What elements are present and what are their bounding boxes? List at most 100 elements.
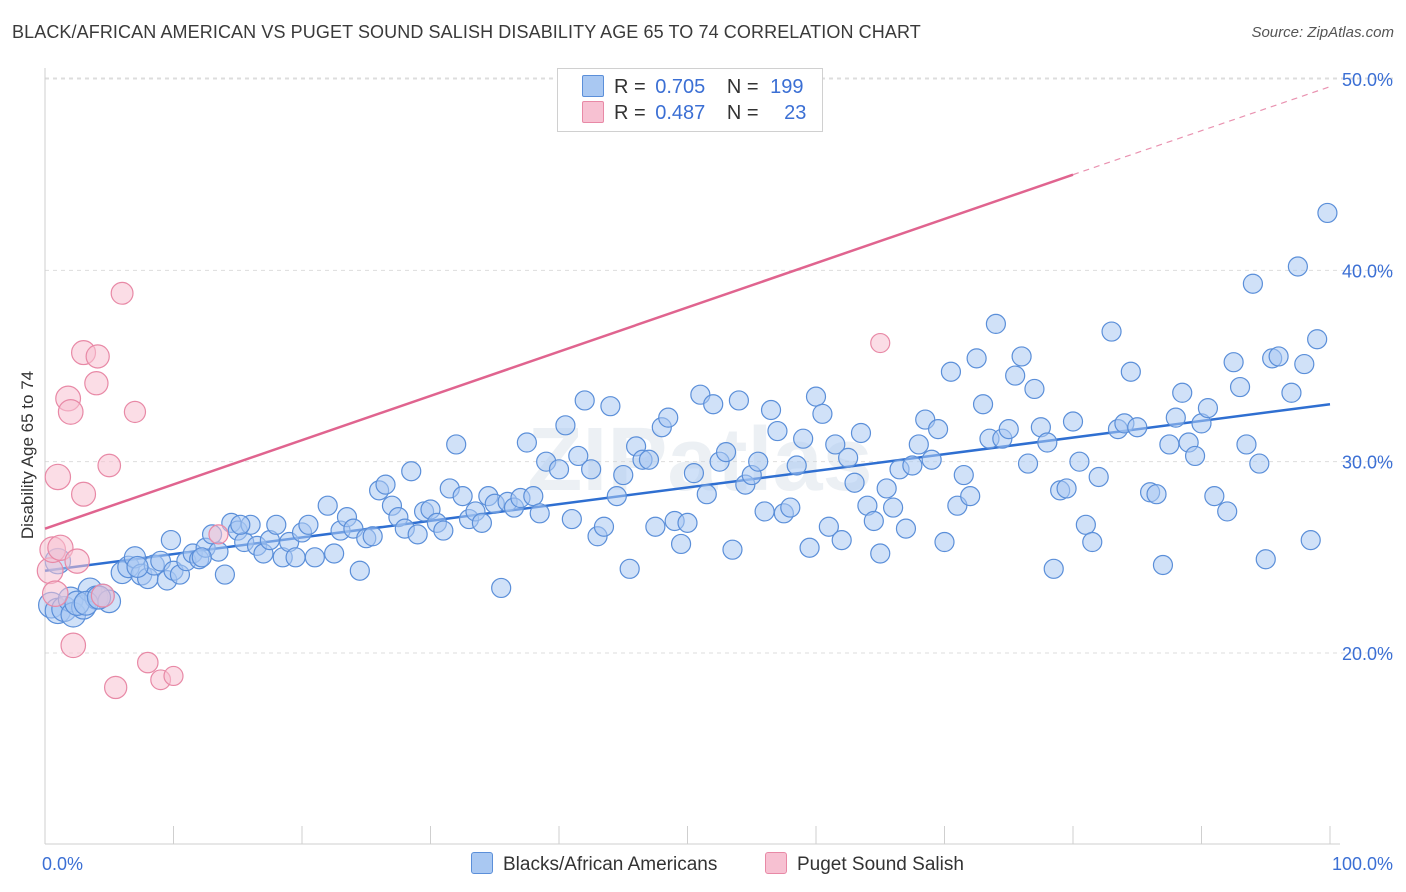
y-tick-label: 50.0% bbox=[1342, 70, 1393, 90]
point-blacks bbox=[529, 503, 550, 524]
n-value: 199 bbox=[770, 76, 804, 98]
point-blacks bbox=[825, 434, 846, 455]
point-blacks bbox=[1281, 382, 1302, 403]
point-blacks bbox=[850, 422, 872, 444]
pink-swatch bbox=[582, 101, 604, 123]
point-blacks bbox=[645, 516, 666, 537]
axes bbox=[44, 68, 1340, 845]
point-blacks bbox=[1307, 329, 1328, 350]
point-blacks bbox=[715, 442, 737, 463]
point-blacks bbox=[1024, 378, 1045, 400]
point-blacks bbox=[805, 386, 827, 407]
point-blacks bbox=[921, 449, 942, 470]
point-blacks bbox=[793, 428, 814, 449]
legend-item-salish[interactable]: Puget Sound Salish bbox=[765, 852, 964, 876]
point-blacks bbox=[818, 516, 839, 537]
series-blacks-points bbox=[37, 202, 1338, 628]
point-blacks bbox=[1165, 407, 1186, 428]
point-blacks bbox=[960, 486, 981, 507]
point-salish bbox=[97, 453, 122, 478]
point-blacks bbox=[1294, 353, 1315, 375]
point-blacks bbox=[1255, 549, 1276, 570]
point-salish bbox=[64, 548, 90, 574]
point-blacks bbox=[446, 434, 467, 455]
point-blacks bbox=[677, 512, 698, 533]
point-blacks bbox=[491, 577, 512, 599]
point-blacks bbox=[1082, 531, 1103, 553]
point-blacks bbox=[934, 531, 955, 553]
point-salish bbox=[84, 371, 109, 396]
legend-item-blacks[interactable]: Blacks/African Americans bbox=[471, 852, 717, 876]
point-blacks bbox=[1146, 484, 1167, 505]
point-blacks bbox=[1159, 434, 1180, 455]
point-blacks bbox=[670, 533, 692, 555]
point-blacks bbox=[1037, 432, 1058, 453]
point-blacks bbox=[593, 516, 615, 537]
n-label: N = bbox=[726, 76, 759, 98]
point-blacks bbox=[298, 514, 319, 535]
point-salish bbox=[90, 583, 115, 608]
gridlines bbox=[45, 77, 1395, 654]
point-blacks bbox=[1204, 486, 1225, 507]
point-blacks bbox=[799, 537, 820, 558]
point-salish bbox=[123, 400, 147, 424]
point-blacks bbox=[638, 449, 660, 470]
tick-labels: 20.0% 30.0% 40.0% 50.0% 0.0% 100.0% bbox=[42, 70, 1393, 874]
point-blacks bbox=[523, 486, 544, 507]
r-value: 0.487 bbox=[655, 102, 706, 124]
point-blacks bbox=[1043, 558, 1064, 579]
stats-row-salish: R = 0.487 N = 23 bbox=[582, 100, 806, 126]
n-label: N = bbox=[726, 102, 759, 124]
point-salish bbox=[208, 524, 229, 545]
point-salish bbox=[870, 332, 891, 354]
chart-title: BLACK/AFRICAN AMERICAN VS PUGET SOUND SA… bbox=[12, 22, 921, 42]
point-blacks bbox=[401, 461, 422, 482]
point-blacks bbox=[722, 539, 743, 560]
point-blacks bbox=[1229, 376, 1251, 398]
point-salish bbox=[71, 481, 97, 507]
point-blacks bbox=[126, 555, 149, 578]
point-salish bbox=[104, 675, 128, 700]
point-blacks bbox=[613, 464, 634, 486]
point-blacks bbox=[574, 390, 595, 411]
point-blacks bbox=[407, 524, 428, 545]
point-blacks bbox=[1317, 202, 1338, 224]
stats-legend: R = 0.705 N = 199 R = 0.487 N = 23 bbox=[557, 68, 823, 132]
point-blacks bbox=[581, 459, 602, 480]
point-blacks bbox=[966, 348, 987, 369]
point-blacks bbox=[362, 526, 383, 547]
point-blacks bbox=[606, 486, 627, 507]
point-blacks bbox=[780, 497, 801, 518]
point-blacks bbox=[1249, 453, 1270, 474]
point-blacks bbox=[471, 512, 492, 533]
point-blacks bbox=[838, 447, 859, 468]
series-salish-points bbox=[36, 281, 891, 700]
point-blacks bbox=[516, 432, 537, 453]
point-blacks bbox=[619, 558, 640, 579]
point-salish bbox=[60, 632, 87, 659]
point-blacks bbox=[1069, 451, 1090, 472]
point-blacks bbox=[882, 497, 904, 518]
point-salish bbox=[85, 344, 110, 369]
y-tick-label: 40.0% bbox=[1342, 261, 1393, 281]
point-blacks bbox=[728, 390, 750, 411]
x-tick-label-max: 100.0% bbox=[1332, 854, 1393, 874]
point-blacks bbox=[317, 495, 338, 516]
point-blacks bbox=[304, 547, 325, 568]
point-blacks bbox=[1017, 453, 1039, 474]
point-blacks bbox=[658, 407, 679, 428]
point-blacks bbox=[600, 396, 621, 417]
point-blacks bbox=[561, 508, 582, 530]
point-blacks bbox=[191, 547, 212, 568]
r-label: R = bbox=[614, 102, 646, 124]
point-blacks bbox=[1300, 530, 1321, 551]
point-salish bbox=[44, 463, 72, 491]
point-blacks bbox=[1236, 434, 1257, 455]
point-blacks bbox=[1088, 466, 1109, 488]
point-blacks bbox=[844, 472, 865, 493]
point-blacks bbox=[548, 459, 570, 480]
y-tick-label: 20.0% bbox=[1342, 644, 1393, 664]
point-blacks bbox=[349, 560, 370, 581]
pink-swatch bbox=[765, 852, 787, 874]
